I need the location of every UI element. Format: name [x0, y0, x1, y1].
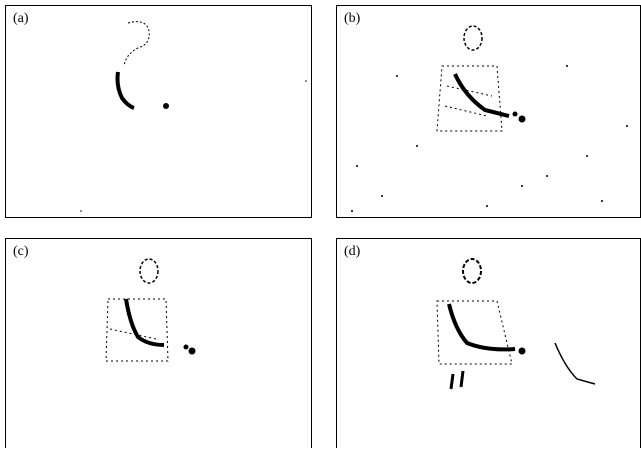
silhouette	[140, 259, 158, 283]
ball	[519, 116, 526, 123]
noise-dot	[396, 75, 398, 77]
noise-dot	[351, 210, 353, 212]
silhouette	[437, 301, 512, 364]
figure: (a) (b) (c)	[0, 0, 641, 448]
ball	[513, 112, 518, 117]
silhouette	[126, 299, 164, 345]
panel-label: (b)	[344, 11, 360, 27]
noise-dot	[416, 145, 418, 147]
noise-dot	[601, 200, 603, 202]
silhouette	[455, 74, 509, 116]
silhouette	[464, 26, 482, 50]
noise	[80, 210, 82, 212]
noise-dot	[381, 195, 383, 197]
ball	[189, 348, 196, 355]
silhouette	[106, 299, 168, 361]
silhouette	[124, 22, 149, 66]
panel-b-image	[337, 6, 640, 217]
noise-dot	[521, 185, 523, 187]
panel-b: (b)	[336, 5, 641, 218]
ball	[184, 345, 189, 350]
noise-dot	[356, 165, 358, 167]
panel-d: (d)	[336, 238, 641, 448]
panel-d-image	[337, 239, 640, 449]
silhouette	[463, 259, 481, 283]
panel-label: (d)	[344, 244, 360, 260]
panel-c: (c)	[5, 238, 312, 448]
panel-label: (a)	[13, 11, 29, 27]
ball	[519, 348, 526, 355]
noise	[305, 80, 307, 82]
silhouette	[118, 72, 135, 108]
noise-dot	[586, 155, 588, 157]
ball	[163, 103, 169, 109]
noise-dot	[626, 125, 628, 127]
noise-dot	[546, 175, 548, 177]
noise-dot	[486, 205, 488, 207]
silhouette	[451, 371, 463, 389]
silhouette	[449, 304, 515, 349]
panel-a: (a)	[5, 5, 312, 218]
silhouette	[555, 343, 595, 384]
noise	[351, 65, 628, 212]
panel-label: (c)	[13, 244, 29, 260]
noise-dot	[566, 65, 568, 67]
panel-c-image	[6, 239, 311, 449]
panel-a-image	[6, 6, 311, 217]
